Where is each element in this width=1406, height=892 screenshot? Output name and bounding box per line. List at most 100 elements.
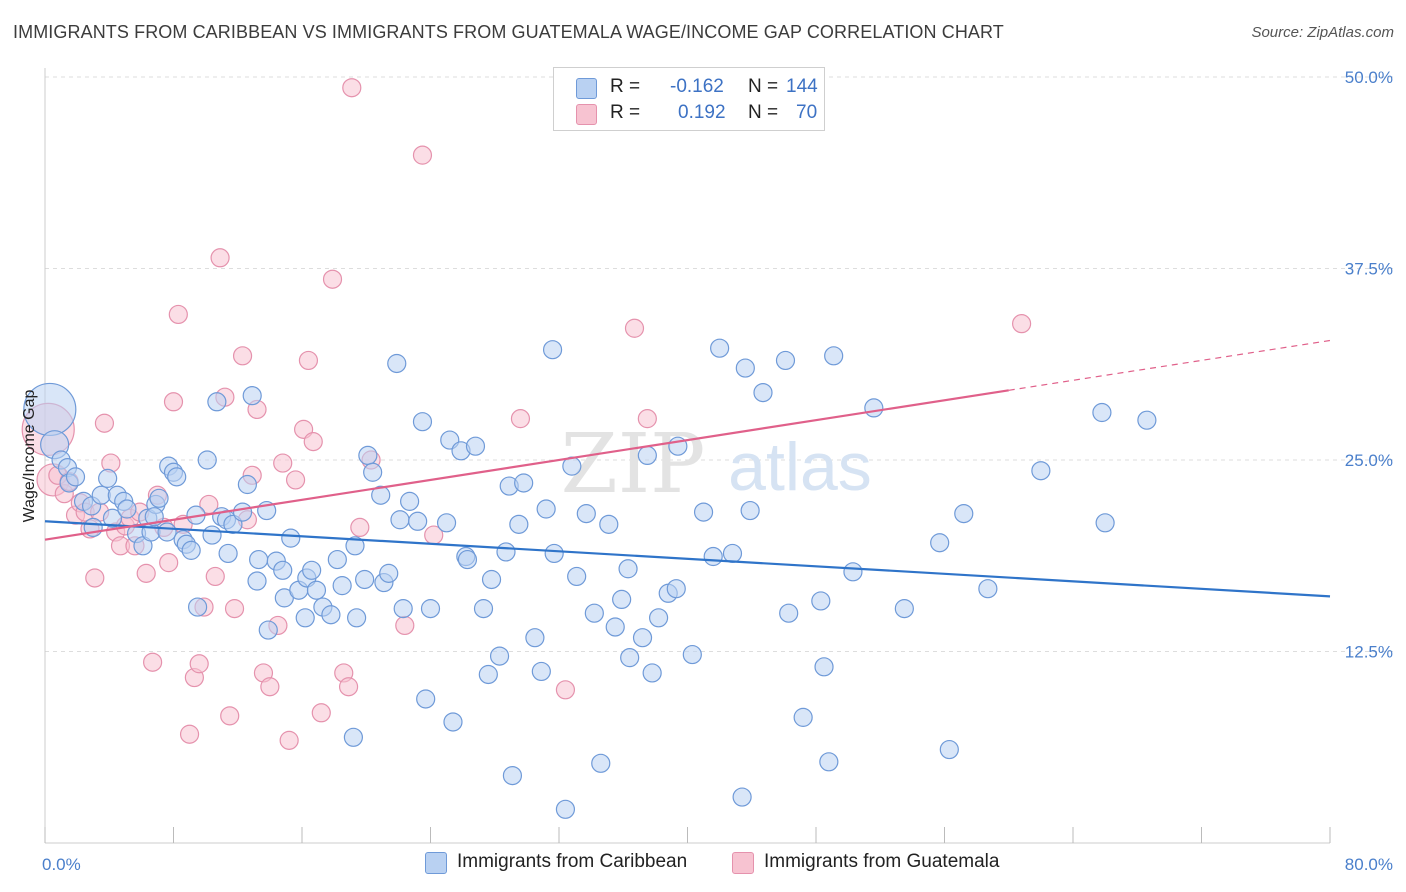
guatemala-point (210, 248, 230, 268)
caribbean-point (978, 579, 998, 599)
guatemala-trend-line-extension (1008, 339, 1331, 391)
guatemala-point (179, 724, 200, 744)
guatemala-point (1011, 314, 1032, 334)
watermark-zip: ZIP (561, 417, 706, 512)
caribbean-point (1031, 461, 1051, 481)
y-tick-label: 25.0% (1345, 451, 1393, 470)
caribbean-point (390, 510, 410, 530)
guatemala-point (279, 730, 299, 750)
caribbean-point (1095, 513, 1115, 533)
n-label: N = (748, 76, 779, 97)
caribbean-point (525, 628, 545, 648)
caribbean-point (620, 648, 640, 668)
caribbean-point (567, 566, 587, 587)
caribbean-point (555, 799, 576, 819)
caribbean-point (295, 608, 315, 628)
caribbean-point (379, 563, 399, 583)
guatemala-legend-swatch (732, 852, 754, 874)
guatemala-point (510, 409, 531, 429)
y-axis-label: Wage/Income Gap (21, 390, 38, 523)
caribbean-point (306, 580, 327, 600)
caribbean-point (436, 513, 457, 533)
caribbean-point (735, 358, 755, 378)
n-value: 70 (796, 102, 818, 123)
guatemala-point (143, 652, 163, 672)
caribbean-point (864, 398, 884, 418)
caribbean-point (347, 608, 367, 628)
guatemala-point (637, 409, 657, 429)
caribbean-point (202, 525, 222, 545)
caribbean-point (930, 533, 950, 553)
caribbean-point (207, 392, 227, 412)
guatemala-point (189, 654, 209, 674)
caribbean-point (666, 579, 686, 599)
trend-lines (44, 339, 1331, 598)
caribbean-point (1137, 410, 1157, 430)
caribbean-point (273, 560, 293, 580)
guatemala-point (285, 470, 306, 490)
caribbean-point (954, 504, 974, 524)
caribbean-point (355, 569, 375, 590)
caribbean-point (420, 599, 441, 619)
caribbean-point (814, 657, 834, 677)
x-tick-label: 80.0% (1345, 855, 1393, 874)
caribbean-point (91, 485, 111, 505)
caribbean-point (302, 560, 322, 580)
caribbean-point (65, 467, 86, 487)
caribbean-point (249, 549, 269, 570)
caribbean-point (416, 689, 436, 709)
guatemala-point (163, 392, 184, 412)
caribbean-point (642, 663, 662, 683)
caribbean-point (363, 462, 383, 482)
r-value: -0.162 (670, 76, 724, 97)
guatemala-point (205, 566, 225, 587)
caribbean-point (157, 522, 177, 542)
n-label: N = (748, 102, 779, 123)
caribbean-point (149, 488, 169, 508)
caribbean-swatch (576, 78, 597, 99)
caribbean-point (457, 549, 478, 570)
caribbean-point (400, 491, 420, 511)
guatemala-point (168, 304, 188, 325)
caribbean-legend-label: Immigrants from Caribbean (457, 851, 688, 872)
grid-lines (45, 76, 1393, 652)
caribbean-point (443, 712, 463, 732)
caribbean-point (98, 468, 118, 488)
caribbean-point (637, 445, 657, 466)
guatemala-point (555, 680, 576, 700)
x-tick-label: 0.0% (42, 855, 81, 874)
chart-title: IMMIGRANTS FROM CARIBBEAN VS IMMIGRANTS … (13, 22, 1004, 42)
caribbean-point (327, 549, 347, 570)
guatemala-point (85, 568, 105, 588)
caribbean-point (648, 608, 669, 628)
caribbean-point (693, 502, 714, 522)
guatemala-legend-label: Immigrants from Guatemala (764, 851, 1000, 872)
guatemala-point (260, 677, 280, 697)
r-value: 0.192 (678, 102, 726, 123)
correlation-legend: R = -0.162 N = 144 R = 0.192 N = 70 (553, 67, 825, 131)
guatemala-point (232, 346, 253, 366)
caribbean-point (496, 542, 516, 562)
caribbean-point (740, 500, 760, 521)
caribbean-legend-swatch (425, 852, 447, 874)
caribbean-point (576, 504, 596, 524)
guatemala-point (322, 269, 343, 289)
guatemala-point (303, 432, 323, 452)
guatemala-point (338, 677, 359, 697)
caribbean-point (187, 597, 208, 617)
caribbean-point (371, 485, 391, 505)
caribbean-point (793, 707, 813, 727)
caribbean-point (321, 605, 341, 625)
guatemala-trend-line (44, 389, 1009, 541)
caribbean-point (591, 753, 611, 773)
caribbean-point (281, 528, 301, 548)
caribbean-point (618, 559, 638, 579)
caribbean-point (218, 543, 238, 564)
caribbean-point (710, 338, 730, 358)
caribbean-point (632, 628, 653, 648)
guatemala-point (311, 703, 331, 723)
guatemala-point (220, 706, 240, 726)
tick-labels: 12.5% 25.0% 37.5% 50.0% 0.0% 80.0% (42, 68, 1393, 874)
caribbean-point (509, 514, 529, 534)
